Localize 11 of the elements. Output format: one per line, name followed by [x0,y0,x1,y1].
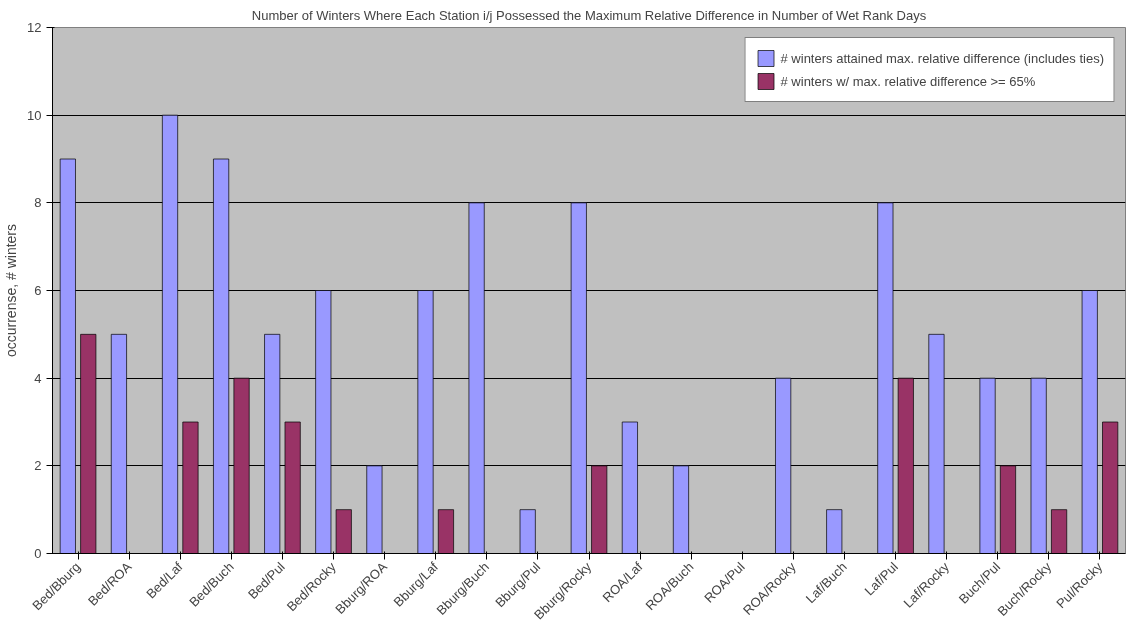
y-tick-label: 8 [34,195,42,211]
y-tick-label: 2 [34,458,42,474]
legend-label: # winters attained max. relative difference (includes ties) [780,50,1104,66]
y-tick-label: 0 [34,546,42,561]
y-axis-title: occurrense, # winters [3,223,20,358]
y-tick-label: 6 [34,283,42,298]
y-tick-label: 10 [27,107,42,123]
y-tick-label: 12 [27,20,42,35]
legend-label: # winters w/ max. relative difference >= 65% [780,73,1036,89]
chart-title: Number of Winters Where Each Station i/j Possessed the Maximum Relative Difference in Number of Wet Rank Days [251,7,927,23]
y-tick-label: 4 [34,370,42,386]
